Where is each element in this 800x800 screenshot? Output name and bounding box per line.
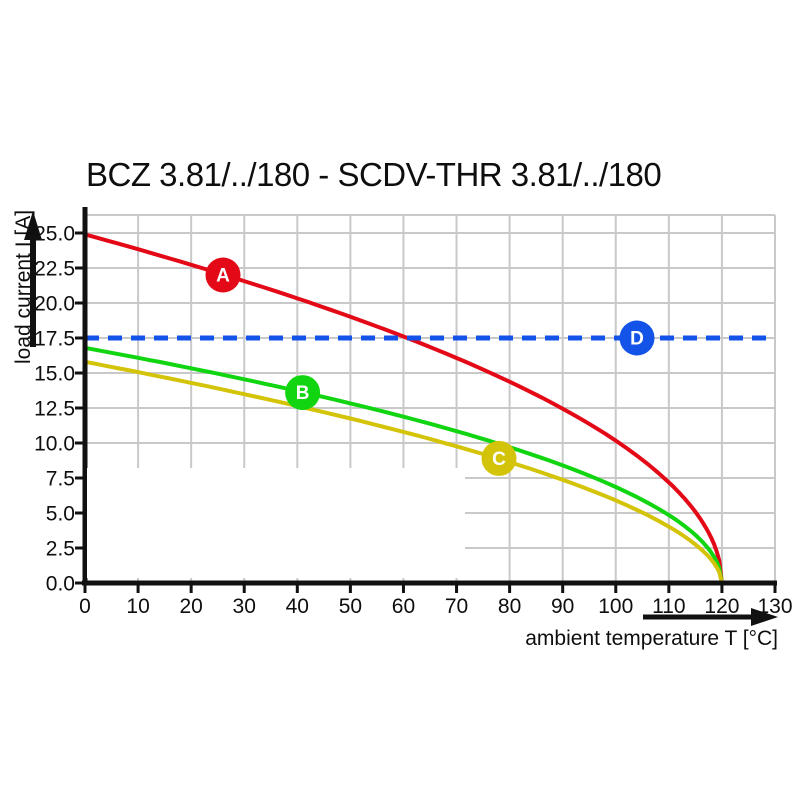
marker-C-letter: C bbox=[492, 449, 506, 470]
y-tick-label: 0.0 bbox=[46, 573, 75, 596]
y-tick-label: 5.0 bbox=[46, 503, 75, 526]
x-tick-label: 110 bbox=[652, 595, 685, 618]
x-tick-label: 90 bbox=[551, 595, 574, 618]
y-tick-label: 10.0 bbox=[34, 433, 75, 456]
y-tick-label: 17.5 bbox=[34, 328, 75, 351]
y-tick-label: 12.5 bbox=[34, 398, 75, 421]
curve-B bbox=[84, 345, 724, 584]
marker-D-letter: D bbox=[630, 329, 644, 350]
marker-B-letter: B bbox=[296, 383, 310, 404]
y-tick-label: 22.5 bbox=[34, 258, 75, 281]
x-tick-label: 10 bbox=[126, 595, 149, 618]
page-title: BCZ 3.81/../180 - SCDV-THR 3.81/../180 bbox=[86, 156, 662, 193]
legend: A = 4 pos. B = 16 pos. C = 32 pos. D = 1… bbox=[87, 468, 465, 578]
x-tick-label: 70 bbox=[445, 595, 468, 618]
x-tick-label: 60 bbox=[392, 595, 415, 618]
x-tick-label: 30 bbox=[233, 595, 256, 618]
x-tick-label: 100 bbox=[598, 595, 633, 618]
marker-A-icon bbox=[205, 257, 241, 293]
x-tick-label: 50 bbox=[339, 595, 362, 618]
y-axis-label: load current I [A] bbox=[12, 210, 35, 364]
y-tick-label: 2.5 bbox=[46, 538, 75, 561]
x-tick-label: 130 bbox=[757, 595, 792, 618]
x-tick-label: 40 bbox=[286, 595, 309, 618]
y-tick-label: 15.0 bbox=[34, 363, 75, 386]
x-tick-label: 80 bbox=[498, 595, 521, 618]
y-axis-arrowhead-icon bbox=[24, 211, 42, 240]
x-axis-label: ambient temperature T [°C] bbox=[525, 627, 778, 650]
y-tick-label: 25.0 bbox=[34, 223, 75, 246]
x-tick-label: 20 bbox=[179, 595, 202, 618]
x-tick-label: 0 bbox=[79, 595, 91, 618]
x-axis-arrowhead-icon bbox=[751, 608, 778, 626]
y-tick-label: 7.5 bbox=[46, 468, 75, 491]
marker-B-icon bbox=[285, 375, 321, 411]
x-tick-label: 120 bbox=[704, 595, 739, 618]
marker-C-icon bbox=[481, 440, 517, 476]
y-tick-label: 20.0 bbox=[34, 293, 75, 316]
marker-D-icon bbox=[619, 320, 655, 356]
marker-A-letter: A bbox=[216, 266, 230, 287]
